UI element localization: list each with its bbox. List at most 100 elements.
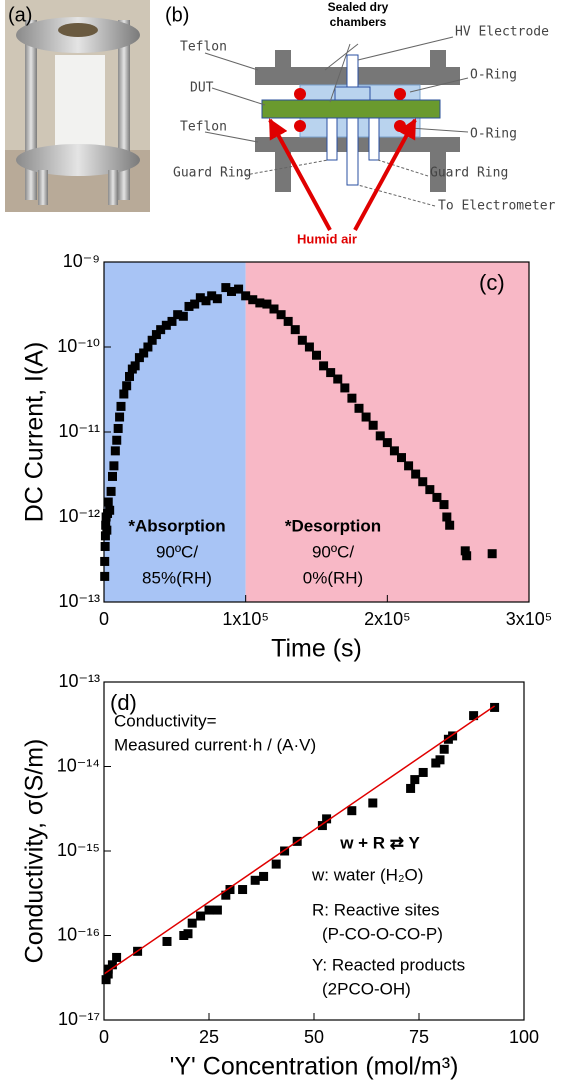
data-point — [255, 298, 265, 308]
diagram-label: Teflon — [180, 120, 227, 135]
annotation: Y: Reacted products — [312, 955, 465, 974]
data-point — [445, 520, 455, 530]
data-point — [469, 711, 479, 721]
data-point — [347, 806, 357, 816]
data-point — [439, 500, 449, 510]
data-point — [201, 296, 211, 306]
data-point — [190, 299, 200, 309]
data-point — [122, 381, 132, 391]
data-point — [340, 383, 350, 393]
data-point — [418, 767, 428, 777]
data-point — [406, 783, 416, 793]
diagram-label: HV Electrode — [455, 25, 549, 40]
data-point — [102, 525, 112, 535]
annotations: *Absorption 90ºC/ 85%(RH) *Desorption 90… — [128, 516, 381, 587]
data-point — [326, 368, 336, 378]
data-point — [241, 291, 251, 301]
data-point — [442, 512, 452, 522]
data-point — [207, 291, 217, 301]
data-point — [322, 814, 332, 824]
diagram-label: Humid air — [297, 231, 357, 246]
data-point — [319, 361, 329, 371]
data-point — [487, 549, 497, 559]
data-point — [110, 446, 120, 456]
x-axis-label: 'Y' Concentration (mol/m³) — [170, 1053, 459, 1081]
data-point — [368, 420, 378, 430]
annotation: 85%(RH) — [142, 568, 212, 587]
data-point — [259, 871, 269, 881]
data-point — [162, 936, 172, 946]
diagram-label: Sealed dry — [328, 0, 389, 14]
data-point — [448, 731, 458, 741]
data-point — [119, 389, 129, 399]
data-point — [271, 859, 281, 869]
data-point — [410, 775, 420, 785]
shaded-region — [245, 262, 529, 602]
data-point — [139, 348, 149, 358]
data-point — [283, 316, 293, 326]
x-tick-label: 0 — [99, 1027, 109, 1047]
y-tick-label: 10⁻¹⁶ — [57, 924, 100, 944]
data-point — [225, 885, 235, 895]
panel-label: (d) — [110, 690, 137, 715]
x-tick-label: 25 — [199, 1027, 219, 1047]
data-point — [130, 361, 140, 371]
data-point — [347, 393, 357, 403]
data-point — [460, 546, 470, 556]
data-point — [212, 294, 222, 304]
data-point — [238, 885, 248, 895]
annotation: (P-CO-O-CO-P) — [322, 924, 443, 943]
data-point — [100, 571, 110, 581]
data-point — [196, 911, 206, 921]
diagram-structure — [204, 36, 469, 231]
x-tick-label: 50 — [304, 1027, 324, 1047]
data-point — [297, 335, 307, 345]
data-point — [143, 342, 153, 352]
data-point — [101, 975, 111, 985]
plot-frame — [103, 261, 530, 603]
diagram-label: Guard Ring — [173, 166, 251, 181]
data-point — [435, 755, 445, 765]
data-point — [101, 520, 111, 530]
panel-label: (b) — [165, 4, 189, 26]
data-point — [333, 374, 343, 384]
data-point — [361, 412, 371, 422]
x-tick-label: 1x10⁵ — [222, 609, 269, 629]
data-point — [425, 485, 435, 495]
data-point — [411, 469, 421, 479]
data-point — [195, 293, 205, 303]
data-point — [178, 311, 188, 321]
diagram-label: O-Ring — [470, 68, 517, 83]
y-tick-label: 10⁻¹³ — [58, 591, 100, 611]
x-tick-label: 0 — [99, 609, 109, 629]
data-point — [100, 556, 110, 566]
y-tick-label: 10⁻¹⁵ — [57, 840, 100, 860]
data-point — [103, 969, 113, 979]
data-point — [100, 541, 110, 551]
annotations: Conductivity= Measured current·h / (A·V)… — [114, 711, 465, 998]
x-tick-label: 3x10⁵ — [506, 609, 553, 629]
data-point — [304, 342, 314, 352]
annotation: w + R ⇄ Y — [339, 833, 420, 852]
panel-label: (a) — [8, 4, 32, 26]
data-point — [103, 497, 113, 507]
data-point — [276, 310, 286, 320]
photo — [5, 0, 150, 212]
data-point — [439, 744, 449, 754]
data-point — [418, 477, 428, 487]
annotation: 0%(RH) — [303, 568, 363, 587]
data-point — [147, 335, 157, 345]
data-point — [250, 875, 260, 885]
data-point — [109, 461, 119, 471]
x-tick-label: 75 — [409, 1027, 429, 1047]
data-point — [107, 960, 117, 970]
annotation: *Desorption — [285, 516, 381, 535]
data-point — [397, 453, 406, 463]
diagram-label: Guard Ring — [430, 166, 508, 181]
y-tick-label: 10⁻¹¹ — [58, 421, 100, 441]
data-point — [112, 952, 122, 962]
data-point — [106, 486, 116, 496]
data-point — [108, 471, 117, 481]
annotation: *Absorption — [128, 516, 225, 535]
